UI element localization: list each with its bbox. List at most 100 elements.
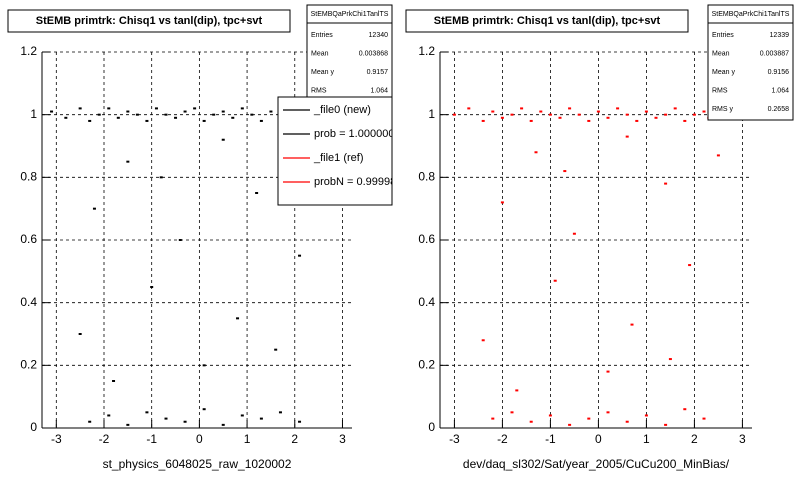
point [606,370,610,373]
stats-label: RMS [712,87,728,94]
point [178,239,182,241]
legend: _file0 (new) prob = 1.000000 _file1 (ref) p… [277,96,394,206]
point [116,116,120,119]
stats-label: Mean y [712,69,735,76]
point [481,119,485,122]
x-tick-label: 3 [739,432,746,446]
y-tick-label: 0.8 [418,170,435,184]
point [298,420,302,423]
point [221,423,225,426]
x-tick-label: -2 [99,432,110,446]
point [183,420,187,423]
point [250,113,254,116]
point [112,380,116,382]
point [88,119,92,122]
y-tick-label: 0.8 [20,170,37,184]
point [553,279,557,282]
stats-value: 12340 [369,32,389,39]
stats-value: 0.003868 [359,50,388,57]
stats-title: StEMBQaPrkChi1TanlTS [311,11,389,18]
point [202,364,206,367]
point [625,113,629,116]
x-tick-label: -1 [545,432,556,446]
point [491,417,495,420]
point [702,110,706,113]
y-tick-label: 0.4 [20,295,37,309]
y-tick-label: 1.2 [418,44,435,58]
x-tick-label: 2 [691,432,698,446]
stats-label: Entries [311,32,333,39]
title-box [7,9,291,33]
legend-box [277,96,393,206]
point [625,420,629,423]
point [702,417,706,420]
x-tick-label: 2 [291,432,298,446]
point [221,138,225,141]
point [606,411,610,414]
point [520,107,524,110]
point [635,119,639,122]
point [596,110,600,113]
point [92,207,96,210]
point [491,110,495,113]
stats-value: 0.2658 [768,106,790,113]
point [683,119,687,122]
chart-title: StEMB primtrk: Chisq1 vs tanl(dip), tpc+… [36,15,263,27]
point [587,417,591,420]
stats-box [707,4,794,121]
y-tick-label: 1.2 [20,44,37,58]
point [193,107,197,110]
point [664,182,668,185]
point [274,348,278,351]
point [202,408,206,411]
point [625,135,629,138]
point [568,107,572,110]
point [558,116,562,119]
chart-title: StEMB primtrk: Chisq1 vs tanl(dip), tpc+… [434,15,661,27]
point [154,107,158,110]
point [255,192,259,194]
point [78,107,82,110]
legend-label: prob = 1.000000 [314,128,394,140]
point [88,420,92,423]
point [630,323,634,326]
stats-value: 12339 [770,32,790,39]
point [500,201,504,204]
stats-value: 1.064 [370,87,388,94]
x-tick-label: 0 [196,432,203,446]
point [164,417,168,420]
point [539,110,543,113]
point [664,423,668,426]
point [668,358,672,361]
point [202,119,206,122]
stats-title: StEMBQaPrkChi1TanlTS [712,11,790,18]
point [534,151,538,154]
point [78,333,82,335]
point [481,339,485,342]
x-tick-label: 3 [339,432,346,446]
point [529,420,533,423]
point [452,113,456,116]
point [500,116,504,119]
stats-label: RMS y [712,106,734,113]
x-axis-label: st_physics_6048025_raw_1020002 [103,457,292,471]
point [183,110,187,113]
stats-label: Mean [311,50,329,57]
stats-value: 0.9157 [367,69,389,76]
point [174,116,178,119]
point [568,423,572,426]
point [150,286,154,288]
point [126,423,130,426]
point [510,411,514,414]
point [278,411,282,414]
panel: 0 0.2 0.4 0.6 0.8 1 1.2 -3 -2 -1 0 1 2 3 dev/daq_sl302… [405,4,794,471]
point [683,408,687,411]
point [269,110,273,113]
point [716,154,720,157]
point [240,414,244,417]
point [664,113,668,116]
y-tick-label: 1 [30,107,37,121]
x-tick-label: 1 [643,432,650,446]
point [688,264,692,267]
